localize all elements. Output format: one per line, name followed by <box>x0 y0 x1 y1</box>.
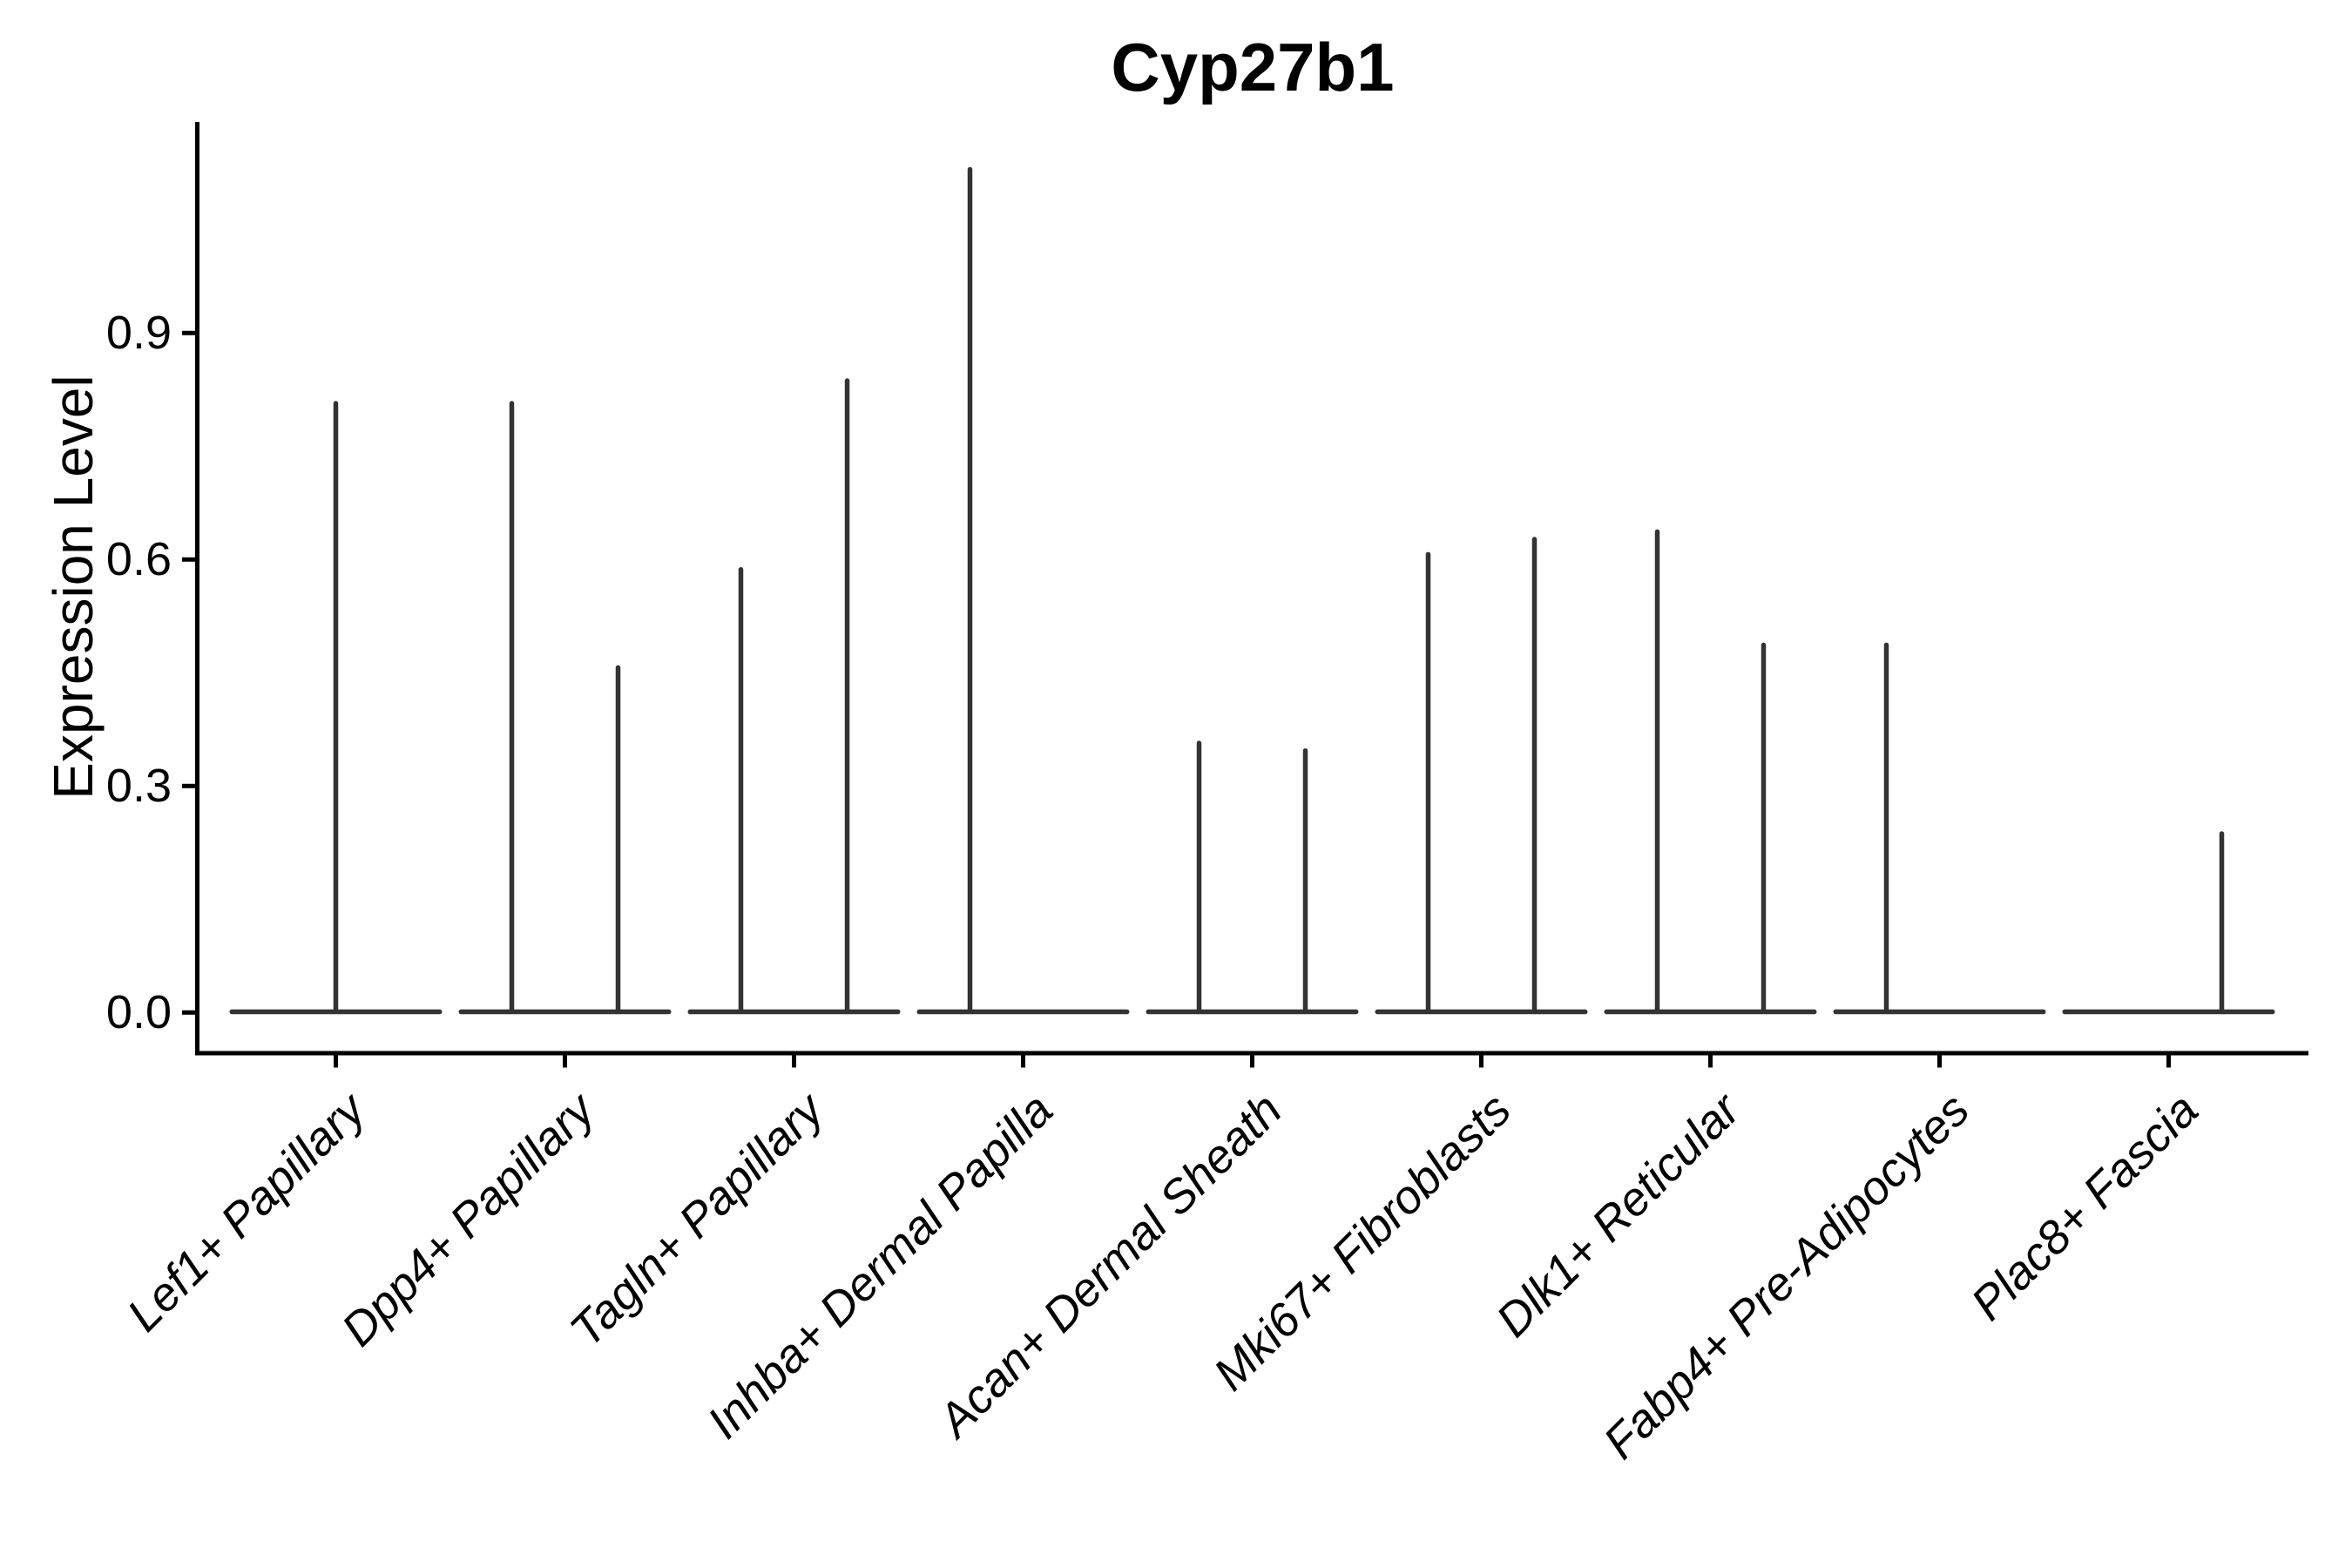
violin-baseline <box>1604 1009 1817 1015</box>
violin-baseline <box>1375 1009 1588 1015</box>
y-axis-label: Expression Level <box>42 375 105 800</box>
violin-baseline <box>687 1009 901 1015</box>
violin-baseline <box>1833 1009 2046 1015</box>
violin-spike <box>1196 740 1202 1012</box>
x-tick <box>1708 1055 1713 1068</box>
y-tick-label: 0.0 <box>105 986 172 1039</box>
violin-baseline <box>2062 1009 2275 1015</box>
violin-spike <box>333 401 339 1012</box>
chart-title: Cyp27b1 <box>1111 29 1395 105</box>
y-tick <box>182 783 195 788</box>
y-tick <box>182 330 195 335</box>
y-tick <box>182 1010 195 1015</box>
violin-spike <box>2219 831 2225 1012</box>
violin-spike <box>844 378 850 1012</box>
x-tick <box>2166 1055 2171 1068</box>
violin-spike <box>615 665 621 1012</box>
x-tick <box>1937 1055 1942 1068</box>
violin-spike <box>1425 551 1431 1012</box>
y-tick-label: 0.9 <box>105 307 172 360</box>
y-axis-spine <box>195 122 199 1056</box>
violin-spike <box>509 401 515 1012</box>
violin-baseline <box>1146 1009 1359 1015</box>
violin-baseline <box>458 1009 672 1015</box>
violin-spike <box>1761 642 1767 1012</box>
x-tick <box>1479 1055 1484 1068</box>
violin-spike <box>1531 537 1538 1012</box>
violin-spike <box>1302 747 1308 1012</box>
x-tick <box>334 1055 338 1068</box>
x-tick <box>792 1055 796 1068</box>
violin-baseline <box>916 1009 1130 1015</box>
violin-spike <box>1883 642 1889 1012</box>
x-tick <box>563 1055 567 1068</box>
y-tick-label: 0.3 <box>105 760 172 813</box>
violin-spike <box>738 566 744 1012</box>
x-tick <box>1021 1055 1025 1068</box>
x-axis-spine <box>195 1051 2308 1056</box>
y-tick <box>182 557 195 562</box>
violin-spike <box>1654 529 1660 1012</box>
y-tick-label: 0.6 <box>105 533 172 586</box>
x-tick <box>1250 1055 1254 1068</box>
violin-spike <box>967 166 973 1012</box>
